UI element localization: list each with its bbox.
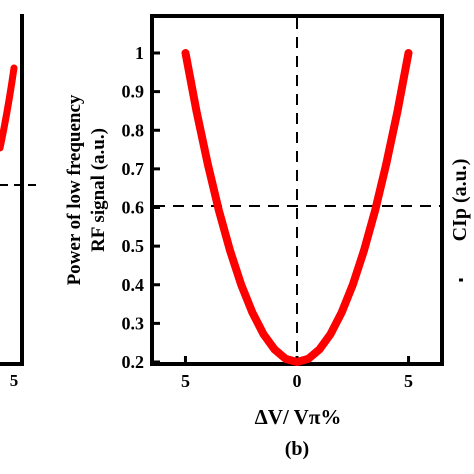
left-panel-x-tick-label: 5: [10, 371, 19, 390]
x-tick-label: 5: [404, 371, 413, 391]
panel-b: 1 0.9 0.8 0.7 0.6 0.5 0.4 0.3 0.2 5 0 5 Power of l…: [64, 14, 444, 460]
y-tick-label: 0.6: [122, 198, 145, 218]
y-tick-label: 0.3: [122, 313, 145, 333]
y-tick-label: 0.8: [122, 120, 145, 140]
series-layer: [181, 49, 413, 366]
y-tick-label: 0.2: [122, 352, 145, 372]
right-panel-y-label-wrap: CIp (a.u.): [449, 159, 471, 242]
panel-caption: (b): [285, 438, 309, 460]
y-tick-label: 0.7: [122, 159, 145, 179]
y-tick-label: 0.9: [122, 82, 145, 102]
series-line: [181, 49, 413, 366]
y-axis-label-line1: Power of low frequency: [64, 94, 85, 285]
y-tick-label: 0.5: [122, 236, 145, 256]
left-panel: 5: [0, 14, 38, 390]
x-axis-label: ΔV/ Vπ%: [255, 405, 342, 429]
y-tick-label: 0.4: [122, 275, 145, 295]
x-tick-label: 0: [293, 371, 302, 391]
y-axis-label-line2: RF signal (a.u.): [88, 128, 109, 252]
right-panel: CIp (a.u.): [449, 159, 471, 282]
y-axis-label-line1-wrap: Power of low frequency: [64, 94, 85, 285]
x-tick-label: 5: [181, 371, 190, 391]
y-axis-label-line2-wrap: RF signal (a.u.): [88, 128, 109, 252]
y-axis-ticks: 1 0.9 0.8 0.7 0.6 0.5 0.4 0.3 0.2: [122, 43, 160, 372]
y-tick-label: 1: [135, 43, 144, 63]
right-panel-y-label: CIp (a.u.): [449, 159, 471, 242]
left-panel-series-line: [0, 64, 18, 152]
